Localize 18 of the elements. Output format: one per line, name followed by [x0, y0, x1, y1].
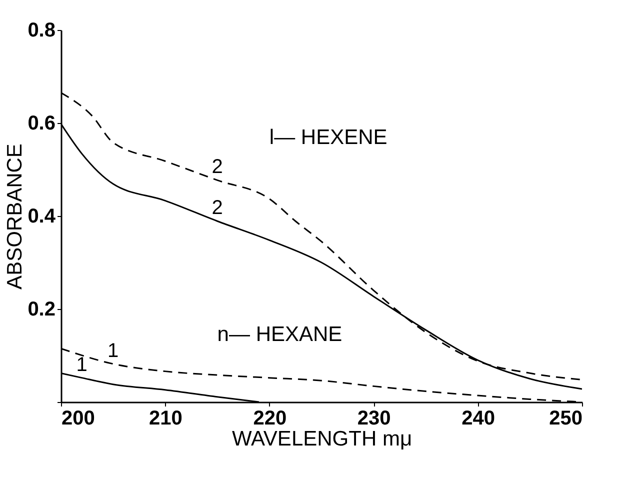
- x-tick-label: 230: [357, 408, 391, 430]
- y-tick-label: 0.6: [28, 112, 56, 134]
- x-axis-title: WAVELENGTH mμ: [232, 428, 412, 450]
- annotation: 1: [76, 354, 88, 376]
- x-tick-label: 240: [462, 408, 495, 430]
- y-axis-title: ABSORBANCE: [4, 144, 27, 290]
- y-tick-label: 0.2: [28, 298, 56, 320]
- x-tick-label: 210: [149, 408, 182, 430]
- y-tick-label: 0.4: [28, 206, 56, 228]
- x-tick-label: 220: [253, 408, 287, 430]
- annotation: l— HEXENE: [269, 126, 388, 149]
- annotation: 1: [108, 340, 119, 362]
- y-tick-label: 0.8: [28, 20, 56, 42]
- annotation: 2: [212, 156, 223, 178]
- annotation: n— HEXANE: [217, 323, 342, 346]
- x-tick-label: 200: [62, 408, 95, 430]
- x-tick-label: 250: [549, 408, 582, 430]
- annotation: 2: [212, 197, 223, 220]
